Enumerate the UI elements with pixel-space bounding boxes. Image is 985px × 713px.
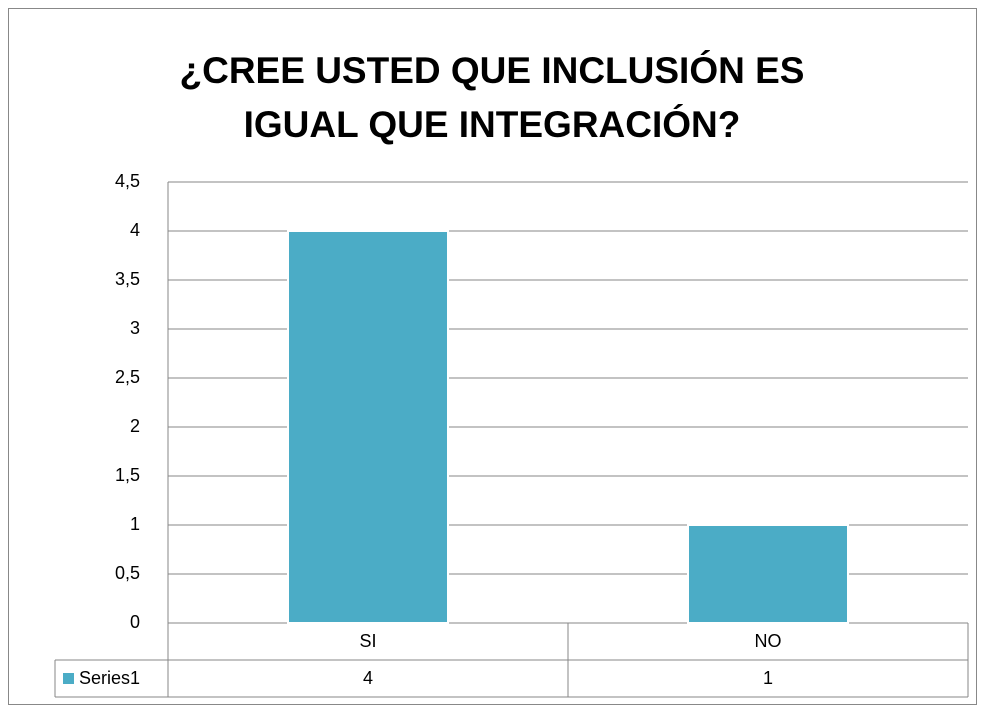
chart-title: ¿CREE USTED QUE INCLUSIÓN ES IGUAL QUE I… [179,50,805,145]
y-tick-label: 3,5 [115,269,140,289]
y-tick-label: 4 [130,220,140,240]
y-tick-label: 1,5 [115,465,140,485]
y-tick-label: 1 [130,514,140,534]
y-tick-label: 0 [130,612,140,632]
y-tick-label: 3 [130,318,140,338]
y-tick-label: 2 [130,416,140,436]
bar [687,524,849,624]
y-tick-label: 0,5 [115,563,140,583]
legend-label: Series1 [79,668,140,688]
x-tick-label: NO [755,631,782,651]
table-value: 4 [363,668,373,688]
bar [287,230,449,624]
y-tick-label: 4,5 [115,171,140,191]
legend-swatch [63,673,74,684]
y-tick-label: 2,5 [115,367,140,387]
x-tick-label: SI [359,631,376,651]
table-value: 1 [763,668,773,688]
